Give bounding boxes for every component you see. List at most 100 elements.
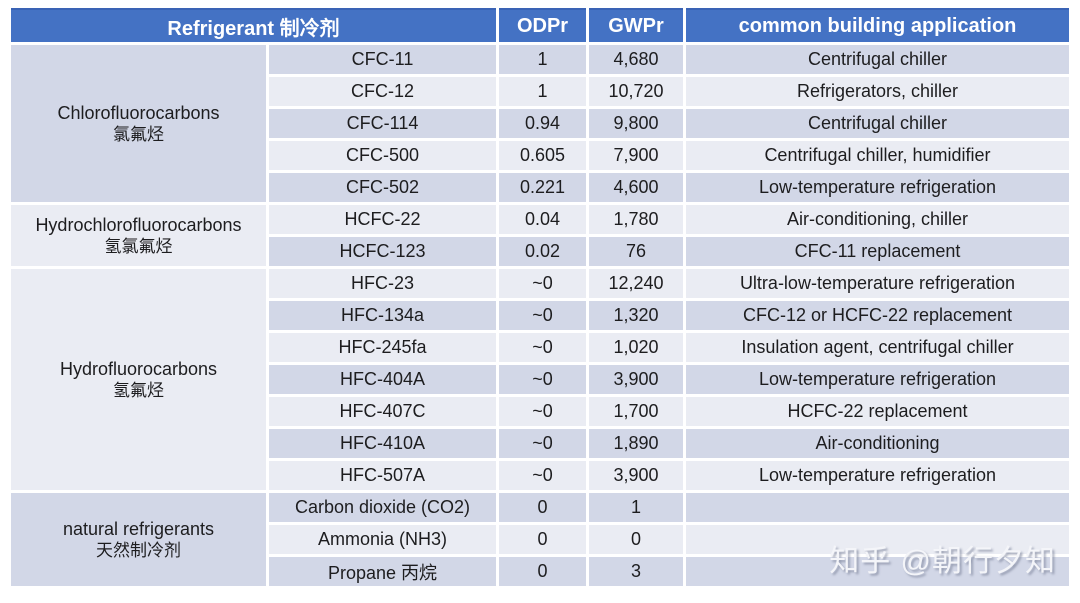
refrigerant-name-cell: HFC-407C <box>269 397 496 426</box>
header-application: common building application <box>686 8 1069 42</box>
header-odp: ODPr <box>499 8 586 42</box>
table-row: Propane 丙烷 0 3 <box>11 557 1069 586</box>
refrigerant-name-cell: HCFC-22 <box>269 205 496 234</box>
table-row: HFC-134a ~0 1,320 CFC-12 or HCFC-22 replace… <box>11 301 1069 330</box>
refrigerant-name-cell: Carbon dioxide (CO2) <box>269 493 496 522</box>
application-cell: Centrifugal chiller <box>686 109 1069 138</box>
refrigerant-name-cell: HFC-134a <box>269 301 496 330</box>
application-cell <box>686 525 1069 554</box>
gwp-cell: 1,020 <box>589 333 683 362</box>
gwp-cell: 3,900 <box>589 461 683 490</box>
application-cell: Air-conditioning <box>686 429 1069 458</box>
header-gwp: GWPr <box>589 8 683 42</box>
header-row: Refrigerant 制冷剂 ODPr GWPr common buildin… <box>11 8 1069 42</box>
group-label-en: natural refrigerants <box>62 518 215 539</box>
gwp-cell: 9,800 <box>589 109 683 138</box>
gwp-cell: 7,900 <box>589 141 683 170</box>
gwp-cell: 1,780 <box>589 205 683 234</box>
table-row: HFC-410A ~0 1,890 Air-conditioning <box>11 429 1069 458</box>
application-cell <box>686 557 1069 586</box>
header-refrigerant: Refrigerant 制冷剂 <box>11 8 496 42</box>
gwp-cell: 1,320 <box>589 301 683 330</box>
odp-cell: 1 <box>499 45 586 74</box>
odp-cell: 0.221 <box>499 173 586 202</box>
table-row: CFC-12 1 10,720 Refrigerators, chiller <box>11 77 1069 106</box>
odp-cell: ~0 <box>499 429 586 458</box>
table-row: CFC-114 0.94 9,800 Centrifugal chiller <box>11 109 1069 138</box>
application-cell: Ultra-low-temperature refrigeration <box>686 269 1069 298</box>
application-cell: Centrifugal chiller, humidifier <box>686 141 1069 170</box>
odp-cell: 0.02 <box>499 237 586 266</box>
odp-cell: 0 <box>499 525 586 554</box>
odp-cell: ~0 <box>499 269 586 298</box>
refrigerant-name-cell: HFC-507A <box>269 461 496 490</box>
group-label-en: Chlorofluorocarbons <box>57 102 220 123</box>
table-row: HFC-404A ~0 3,900 Low-temperature refrigera… <box>11 365 1069 394</box>
refrigerant-name-cell: HFC-23 <box>269 269 496 298</box>
group-cell: Hydrofluorocarbons 氢氟烃 <box>11 269 266 490</box>
application-cell: Low-temperature refrigeration <box>686 365 1069 394</box>
refrigerant-name-cell: CFC-11 <box>269 45 496 74</box>
gwp-cell: 0 <box>589 525 683 554</box>
table-row: Chlorofluorocarbons 氯氟烃 CFC-11 1 4,680 Centri… <box>11 45 1069 202</box>
refrigerant-table: Refrigerant 制冷剂 ODPr GWPr common buildin… <box>8 5 1072 589</box>
group-cell: Hydrochlorofluorocarbons 氢氯氟烃 <box>11 205 266 266</box>
odp-cell: 0.04 <box>499 205 586 234</box>
odp-cell: ~0 <box>499 301 586 330</box>
group-label-zh: 氢氯氟烃 <box>104 237 173 257</box>
application-cell: Refrigerators, chiller <box>686 77 1069 106</box>
application-cell: Air-conditioning, chiller <box>686 205 1069 234</box>
gwp-cell: 10,720 <box>589 77 683 106</box>
refrigerant-name-cell: HFC-404A <box>269 365 496 394</box>
table-row: HCFC-123 0.02 76 CFC-11 replacement <box>11 237 1069 266</box>
table-row: HFC-245fa ~0 1,020 Insulation agent, centri… <box>11 333 1069 362</box>
refrigerant-name-cell: Propane 丙烷 <box>269 557 496 586</box>
gwp-cell: 4,600 <box>589 173 683 202</box>
application-cell <box>686 493 1069 522</box>
refrigerant-name-cell: CFC-502 <box>269 173 496 202</box>
group-label-zh: 氯氟烃 <box>113 125 164 145</box>
gwp-cell: 3,900 <box>589 365 683 394</box>
group-label-zh: 氢氟烃 <box>113 381 164 401</box>
odp-cell: 0.94 <box>499 109 586 138</box>
gwp-cell: 1,890 <box>589 429 683 458</box>
group-label-en: Hydrochlorofluorocarbons <box>35 214 242 235</box>
application-cell: Low-temperature refrigeration <box>686 461 1069 490</box>
application-cell: HCFC-22 replacement <box>686 397 1069 426</box>
table-row: HFC-407C ~0 1,700 HCFC-22 replacement <box>11 397 1069 426</box>
table-row: HFC-507A ~0 3,900 Low-temperature refrigera… <box>11 461 1069 490</box>
odp-cell: 0 <box>499 557 586 586</box>
refrigerant-name-cell: CFC-114 <box>269 109 496 138</box>
table-row: CFC-502 0.221 4,600 Low-temperature refrige… <box>11 173 1069 202</box>
application-cell: Insulation agent, centrifugal chiller <box>686 333 1069 362</box>
gwp-cell: 12,240 <box>589 269 683 298</box>
table-row: Ammonia (NH3) 0 0 <box>11 525 1069 554</box>
watermark-zhihu: 知乎 @朝行夕知 <box>829 545 1056 578</box>
odp-cell: 0 <box>499 493 586 522</box>
refrigerant-name-cell: CFC-500 <box>269 141 496 170</box>
table-row: natural refrigerants 天然制冷剂 Carbon dioxide … <box>11 493 1069 586</box>
group-cell: Chlorofluorocarbons 氯氟烃 <box>11 45 266 202</box>
application-cell: CFC-11 replacement <box>686 237 1069 266</box>
odp-cell: 1 <box>499 77 586 106</box>
table-header: Refrigerant 制冷剂 ODPr GWPr common buildin… <box>11 8 1069 42</box>
group-cell: natural refrigerants 天然制冷剂 <box>11 493 266 586</box>
refrigerant-name-cell: CFC-12 <box>269 77 496 106</box>
odp-cell: ~0 <box>499 397 586 426</box>
gwp-cell: 1,700 <box>589 397 683 426</box>
table-row: CFC-500 0.605 7,900 Centrifugal chiller, hu… <box>11 141 1069 170</box>
application-cell: Low-temperature refrigeration <box>686 173 1069 202</box>
gwp-cell: 4,680 <box>589 45 683 74</box>
gwp-cell: 76 <box>589 237 683 266</box>
odp-cell: ~0 <box>499 365 586 394</box>
odp-cell: ~0 <box>499 461 586 490</box>
application-cell: CFC-12 or HCFC-22 replacement <box>686 301 1069 330</box>
refrigerant-name-cell: HFC-245fa <box>269 333 496 362</box>
gwp-cell: 1 <box>589 493 683 522</box>
refrigerant-name-cell: HCFC-123 <box>269 237 496 266</box>
refrigerant-name-cell: Ammonia (NH3) <box>269 525 496 554</box>
table-row: Hydrofluorocarbons 氢氟烃 HFC-23 ~0 12,240 Ultra… <box>11 269 1069 490</box>
odp-cell: ~0 <box>499 333 586 362</box>
application-cell: Centrifugal chiller <box>686 45 1069 74</box>
